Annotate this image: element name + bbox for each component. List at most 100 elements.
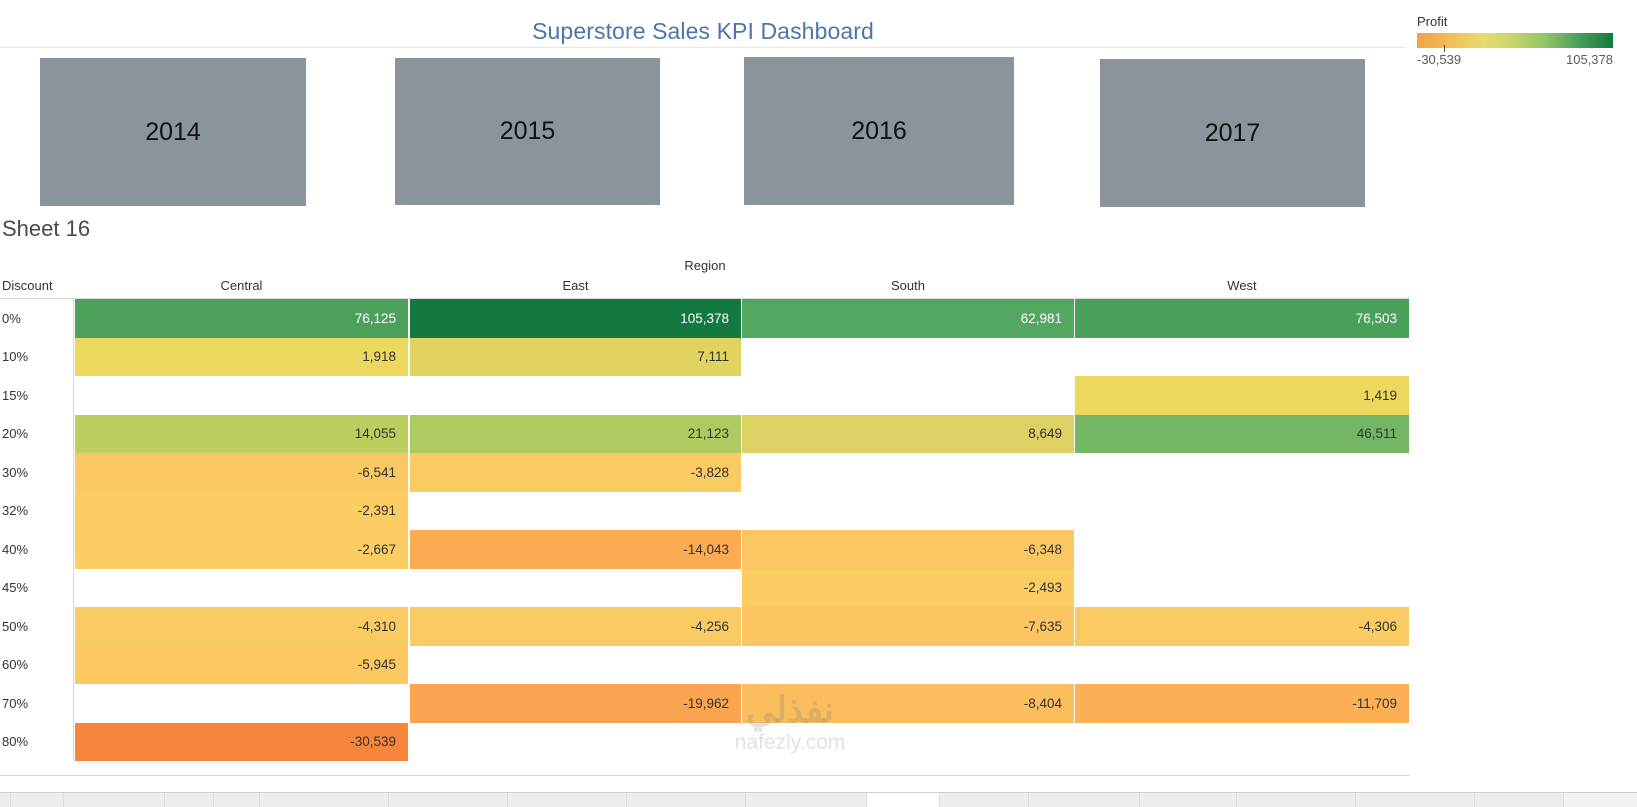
worksheet-tab[interactable] [1475, 793, 1564, 807]
heatmap-cell-south-80% [742, 723, 1074, 762]
heatmap-cell-south-50%[interactable]: -7,635 [742, 607, 1074, 646]
worksheet-tab[interactable] [627, 793, 746, 807]
heatmap-cell-central-80%[interactable]: -30,539 [75, 722, 408, 761]
heatmap-row: 40% -2,667 -14,043 -6,348 [0, 530, 1410, 569]
row-label-10%: 10% [2, 337, 74, 376]
worksheet-tab[interactable] [746, 793, 867, 807]
heatmap-cell-east-80% [410, 723, 741, 762]
heatmap-cell-central-0%[interactable]: 76,125 [75, 299, 408, 338]
heatmap-row: 80% -30,539 [0, 722, 1410, 762]
row-label-20%: 20% [2, 414, 74, 453]
heatmap-cell-east-45% [410, 569, 741, 608]
heatmap-cell-east-30%[interactable]: -3,828 [410, 453, 741, 492]
worksheet-tab[interactable] [1140, 793, 1237, 807]
heatmap-row: 60% -5,945 [0, 645, 1410, 685]
heatmap-cell-south-30% [742, 453, 1074, 492]
column-group-label: Region [684, 258, 726, 273]
row-label-50%: 50% [2, 607, 74, 646]
worksheet-tab[interactable] [260, 793, 389, 807]
legend-gradient-bar[interactable] [1417, 33, 1613, 52]
heatmap-cell-west-50%[interactable]: -4,306 [1075, 607, 1409, 646]
page-title: Superstore Sales KPI Dashboard [532, 18, 874, 44]
heatmap-cell-east-40%[interactable]: -14,043 [410, 530, 741, 569]
heatmap-cell-central-10%[interactable]: 1,918 [75, 337, 408, 376]
heatmap-cell-west-70%[interactable]: -11,709 [1075, 684, 1409, 723]
year-card-label: 2014 [145, 117, 201, 146]
worksheet-tab[interactable] [389, 793, 508, 807]
year-card-2014[interactable]: 2014 [40, 58, 306, 206]
legend-title: Profit [1417, 14, 1448, 29]
year-card-label: 2015 [499, 117, 556, 145]
row-label-0%: 0% [2, 299, 74, 338]
row-label-70%: 70% [2, 684, 74, 723]
legend-min-label: -30,539 [1417, 52, 1462, 67]
heatmap-cell-west-45% [1075, 569, 1409, 608]
heatmap-cell-east-20%[interactable]: 21,123 [410, 414, 741, 453]
heatmap-row: 45% -2,493 [0, 568, 1410, 608]
heatmap-cell-central-15% [75, 376, 408, 415]
heatmap-cell-south-0%[interactable]: 62,981 [742, 299, 1074, 338]
year-card-label: 2017 [1204, 118, 1261, 147]
worksheet-tab[interactable] [1237, 793, 1356, 807]
heatmap-row: 0% 76,125 105,378 62,981 76,503 [0, 299, 1410, 338]
worksheet-tab[interactable] [1356, 793, 1475, 807]
heatmap-grid: 0% 76,125 105,378 62,981 76,503 10% 1,918 7,111… [0, 298, 1410, 761]
heatmap-cell-central-32%[interactable]: -2,391 [75, 491, 408, 530]
legend-max-label: 105,378 [1566, 52, 1613, 67]
worksheet-tab[interactable] [165, 793, 214, 807]
worksheet-tab[interactable] [214, 793, 260, 807]
heatmap-cell-south-40%[interactable]: -6,348 [742, 530, 1074, 569]
heatmap-cell-south-20%[interactable]: 8,649 [742, 414, 1074, 453]
heatmap-cell-central-40%[interactable]: -2,667 [75, 530, 408, 569]
heatmap-cell-west-10% [1075, 338, 1409, 377]
heatmap-cell-east-50%[interactable]: -4,256 [410, 607, 741, 646]
year-card-2016[interactable]: 2016 [744, 57, 1014, 205]
row-label-45%: 45% [2, 568, 74, 607]
heatmap-cell-west-60% [1075, 646, 1409, 685]
heatmap-row: 32% -2,391 [0, 491, 1410, 531]
legend-labels: -30,539 105,378 [1417, 52, 1613, 68]
heatmap-cell-south-60% [742, 646, 1074, 685]
worksheet-tab[interactable] [508, 793, 627, 807]
heatmap-bottom-rule [0, 775, 1410, 776]
heatmap-cell-south-70%[interactable]: -8,404 [742, 684, 1074, 723]
heatmap-cell-central-60%[interactable]: -5,945 [75, 645, 408, 684]
heatmap-cell-east-10%[interactable]: 7,111 [410, 337, 741, 376]
row-label-30%: 30% [2, 453, 74, 492]
heatmap-cell-south-10% [742, 338, 1074, 377]
heatmap-row: 10% 1,918 7,111 [0, 337, 1410, 377]
row-header-label: Discount [2, 278, 53, 293]
worksheet-tab[interactable] [11, 793, 64, 807]
worksheet-tab[interactable] [867, 793, 940, 807]
heatmap-cell-east-32% [410, 492, 741, 531]
column-header-south: South [891, 278, 925, 293]
year-card-2015[interactable]: 2015 [395, 58, 660, 205]
heatmap-cell-east-15% [410, 376, 741, 415]
worksheet-tab[interactable] [0, 793, 11, 807]
worksheet-tab[interactable] [1029, 793, 1140, 807]
sheet-caption: Sheet 16 [2, 216, 91, 241]
legend-tick-marker [1444, 45, 1445, 52]
heatmap-cell-east-60% [410, 646, 741, 685]
heatmap-cell-west-32% [1075, 492, 1409, 531]
row-label-40%: 40% [2, 530, 74, 569]
worksheet-tab-strip[interactable] [0, 792, 1637, 807]
year-card-label: 2016 [851, 116, 907, 145]
heatmap-cell-central-50%[interactable]: -4,310 [75, 607, 408, 646]
heatmap-cell-east-0%[interactable]: 105,378 [410, 299, 741, 338]
worksheet-tab[interactable] [940, 793, 1029, 807]
row-label-15%: 15% [2, 376, 74, 415]
row-label-80%: 80% [2, 722, 74, 761]
heatmap-cell-west-0%[interactable]: 76,503 [1075, 299, 1409, 338]
column-header-east: East [562, 278, 589, 293]
worksheet-tab[interactable] [64, 793, 165, 807]
year-card-2017[interactable]: 2017 [1100, 59, 1365, 207]
heatmap-cell-west-20%[interactable]: 46,511 [1075, 414, 1409, 453]
heatmap-cell-east-70%[interactable]: -19,962 [410, 684, 741, 723]
heatmap-cell-central-30%[interactable]: -6,541 [75, 453, 408, 492]
row-label-60%: 60% [2, 645, 74, 684]
heatmap-cell-central-20%[interactable]: 14,055 [75, 414, 408, 453]
heatmap-cell-south-45%[interactable]: -2,493 [742, 568, 1074, 607]
heatmap-cell-west-15%[interactable]: 1,419 [1075, 376, 1409, 415]
